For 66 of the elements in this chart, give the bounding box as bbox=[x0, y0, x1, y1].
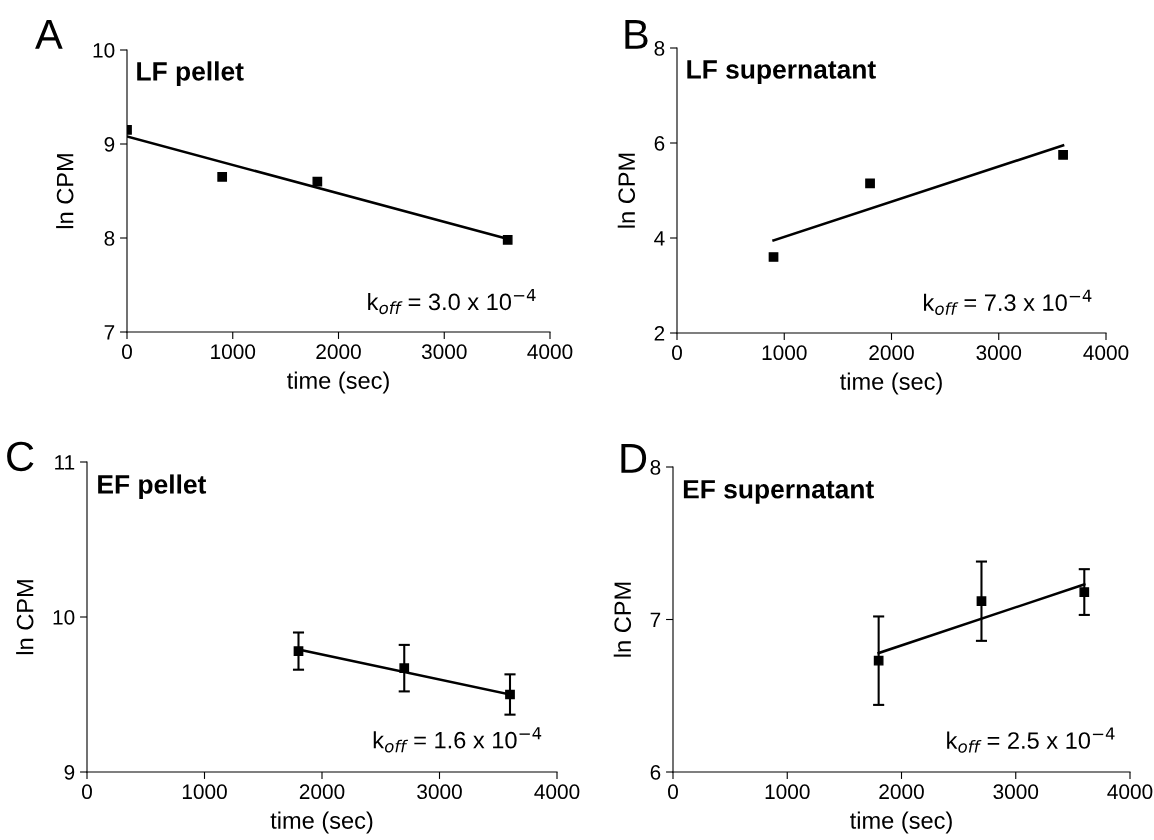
x-tick-label: 2000 bbox=[879, 784, 924, 800]
x-axis-title: time (sec) bbox=[287, 371, 389, 394]
point bbox=[217, 172, 228, 182]
annotation: k$_{off}$ = 2.5 x 10$^{−4}$ bbox=[947, 727, 1115, 753]
x-tick-label: 2000 bbox=[299, 784, 345, 800]
point bbox=[768, 252, 779, 262]
x-tick-label: 4000 bbox=[1083, 345, 1129, 361]
point bbox=[502, 235, 513, 245]
chart-title: LF pellet bbox=[137, 61, 244, 86]
x-tick-label: 3000 bbox=[421, 344, 467, 360]
y-tick-label: 11 bbox=[55, 455, 75, 470]
annotation: k$_{off}$ = 3.0 x 10$^{−4}$ bbox=[368, 288, 536, 315]
x-tick-label: 1000 bbox=[765, 784, 810, 800]
x-tick-label: 3000 bbox=[976, 345, 1022, 361]
chart-title: EF pellet bbox=[98, 474, 207, 499]
x-tick-label: 1000 bbox=[762, 345, 807, 361]
y-tick-label: 7 bbox=[650, 612, 661, 628]
annotation: k$_{off}$ = 7.3 x 10$^{−4}$ bbox=[924, 289, 1092, 315]
point bbox=[873, 655, 884, 666]
y-axis-title: ln CPM bbox=[56, 154, 74, 229]
point bbox=[399, 663, 410, 674]
point bbox=[293, 646, 304, 656]
y-axis-title: ln CPM bbox=[16, 580, 34, 655]
text: A bbox=[35, 20, 63, 49]
x-tick-label: 4000 bbox=[1107, 784, 1153, 800]
y-tick-label: 8 bbox=[650, 460, 661, 475]
y-tick-label: 7 bbox=[104, 325, 115, 340]
x-tick-label: 0 bbox=[82, 784, 92, 800]
y-tick-label: 2 bbox=[654, 326, 665, 341]
x-tick-label: 0 bbox=[122, 344, 132, 360]
point bbox=[1079, 587, 1090, 597]
x-tick-label: 4000 bbox=[534, 784, 580, 800]
x-axis-title: time (sec) bbox=[840, 372, 942, 395]
point bbox=[505, 689, 515, 700]
text: B bbox=[625, 20, 648, 49]
x-tick-label: 1000 bbox=[182, 784, 227, 800]
x-tick-label: 4000 bbox=[527, 344, 573, 360]
y-tick-label: 10 bbox=[93, 43, 115, 58]
x-tick-label: 1000 bbox=[211, 344, 256, 360]
point bbox=[312, 176, 323, 187]
y-tick-label: 8 bbox=[104, 231, 115, 246]
x-tick-label: 3000 bbox=[417, 784, 462, 800]
x-tick-label: 3000 bbox=[993, 784, 1039, 800]
y-tick-label: 10 bbox=[53, 610, 75, 625]
text: C bbox=[7, 441, 34, 472]
y-tick-label: 8 bbox=[654, 41, 665, 56]
y-tick-label: 9 bbox=[64, 765, 75, 780]
y-axis-title: ln CPM bbox=[613, 582, 632, 657]
chart-title: EF supernatant bbox=[683, 480, 874, 504]
y-axis-title: ln CPM bbox=[617, 153, 636, 228]
chart-title: LF supernatant bbox=[687, 60, 876, 84]
point bbox=[865, 178, 875, 189]
y-tick-label: 6 bbox=[654, 136, 665, 151]
annotation: k$_{off}$ = 1.6 x 10$^{−4}$ bbox=[373, 727, 542, 753]
point bbox=[1058, 150, 1068, 160]
x-tick-label: 0 bbox=[668, 784, 678, 800]
point bbox=[976, 596, 987, 607]
x-tick-label: 0 bbox=[672, 345, 682, 361]
x-tick-label: 2000 bbox=[869, 345, 914, 361]
x-axis-title: time (sec) bbox=[850, 811, 952, 834]
y-tick-label: 9 bbox=[104, 137, 115, 152]
x-axis-title: time (sec) bbox=[270, 811, 373, 834]
text: D bbox=[621, 444, 647, 473]
y-tick-label: 6 bbox=[650, 765, 661, 780]
x-tick-label: 2000 bbox=[316, 344, 361, 360]
y-tick-label: 4 bbox=[654, 231, 665, 246]
